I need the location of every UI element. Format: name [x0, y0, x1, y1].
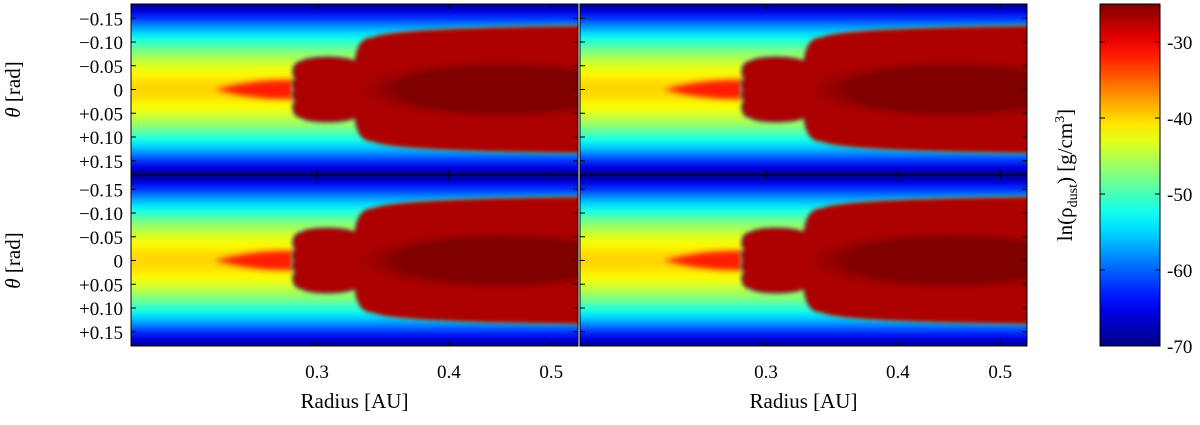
x-tick-label: 0.3 [305, 362, 329, 383]
inner-finger [663, 250, 743, 271]
heatmap-panel-3 [131, 175, 578, 346]
x-tick-label: 0.4 [437, 362, 461, 383]
dense-core [791, 56, 1027, 123]
y-axis-label: θ [rad] [1, 61, 25, 117]
y-tick-label: 0 [114, 252, 124, 273]
colorbar-tick-label: -40 [1167, 109, 1192, 130]
colorbar-tick-label: -50 [1167, 185, 1192, 206]
x-tick-label: 0.3 [754, 362, 778, 383]
y-tick-label: +0.05 [79, 275, 123, 296]
y-tick-label: 0 [114, 81, 124, 102]
y-tick-label: −0.10 [79, 33, 123, 54]
dense-core [342, 227, 578, 294]
y-tick-label: +0.15 [79, 152, 123, 173]
y-tick-label: −0.15 [79, 9, 123, 30]
inner-finger [214, 79, 294, 100]
colorbar-label: ln(ρdust) [g/cm3] [1053, 109, 1081, 241]
x-tick-label: 0.5 [988, 362, 1012, 383]
colorbar: -30 -40 -50 -60 -70 ln(ρdust) [g/cm3] [1053, 3, 1192, 358]
y-tick-label: −0.15 [79, 180, 123, 201]
inner-finger [663, 79, 743, 100]
y-tick-label: −0.05 [79, 57, 123, 78]
x-tick-label: 0.5 [539, 362, 563, 383]
inner-finger [214, 250, 294, 271]
heatmap-panel-2 [580, 4, 1027, 175]
dense-core [791, 227, 1027, 294]
x-axis-label: Radius [AU] [750, 389, 858, 413]
dense-core [342, 56, 578, 123]
y-tick-label: +0.15 [79, 323, 123, 344]
x-axis-label: Radius [AU] [301, 389, 409, 413]
colorbar-tick-label: -30 [1167, 33, 1192, 54]
y-tick-label: +0.05 [79, 104, 123, 125]
colorbar-tick-label: -60 [1167, 261, 1192, 282]
heatmap-panel-1 [131, 4, 578, 175]
y-tick-label: −0.05 [79, 228, 123, 249]
x-tick-label: 0.4 [886, 362, 910, 383]
colorbar-strip [1099, 3, 1161, 347]
y-tick-label: +0.10 [79, 299, 123, 320]
y-axis-label: θ [rad] [1, 232, 25, 288]
y-tick-label: +0.10 [79, 128, 123, 149]
colorbar-tick-label: -70 [1167, 337, 1192, 358]
heatmap-panel-4 [580, 175, 1027, 346]
y-tick-label: −0.10 [79, 204, 123, 225]
